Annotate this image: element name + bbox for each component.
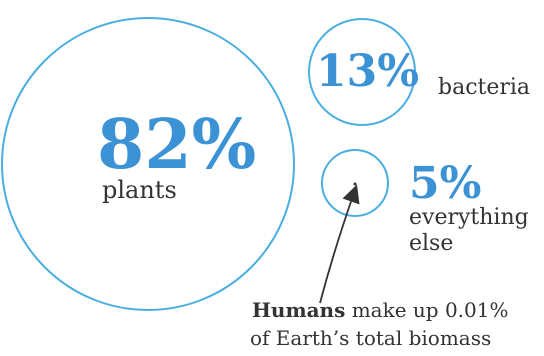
bacteria-percent-label: 13% (316, 46, 419, 97)
plants-bubble-group: 82% plants (1, 17, 295, 311)
plants-category-label: plants (102, 176, 177, 204)
humans-bubble-group: Humans make up 0.01% of Earth’s total bi… (250, 182, 509, 350)
everything-else-label-line2: else (409, 231, 453, 256)
plants-circle (1, 17, 295, 311)
everything-else-circle (321, 149, 389, 217)
humans-annotation-line2: of Earth’s total biomass (250, 326, 491, 350)
bacteria-circle (308, 18, 416, 126)
everything-else-bubble-group: 5% everything else (321, 149, 529, 256)
humans-dot (353, 182, 357, 186)
humans-annotation-bold: Humans (252, 298, 345, 322)
humans-annotation-rest: make up 0.01% (345, 298, 508, 322)
everything-else-percent-label: 5% (409, 158, 481, 209)
plants-percent-label: 82% (97, 105, 256, 185)
everything-else-label-line1: everything (409, 205, 529, 230)
bacteria-category-label: bacteria (438, 75, 530, 100)
bacteria-bubble-group: 13% bacteria (308, 18, 530, 126)
humans-annotation-line1: Humans make up 0.01% (252, 298, 509, 322)
humans-arrow (319, 184, 360, 304)
